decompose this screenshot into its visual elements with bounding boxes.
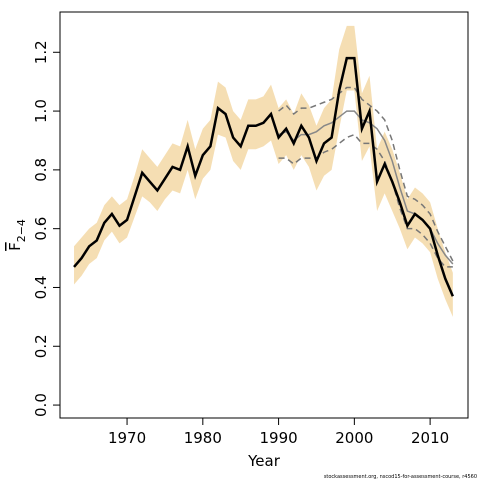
y-tick-label: 0.4 — [32, 276, 50, 300]
footer: stockassessment.org, nscod15-for-assessm… — [324, 474, 477, 480]
x-tick-label: 2000 — [335, 429, 373, 447]
y-axis-label-text: F2−4 — [6, 219, 28, 251]
y-tick-label: 0.2 — [32, 334, 50, 358]
y-tick-label: 1.0 — [32, 99, 50, 123]
y-tick-label: 0.8 — [32, 158, 50, 182]
y-tick-label: 0.6 — [32, 217, 50, 241]
x-tick-label: 1990 — [259, 429, 297, 447]
x-axis-label: Year — [247, 452, 281, 470]
y-label-sub: 2−4 — [15, 219, 28, 242]
line — [73, 56, 454, 297]
confidence-band — [74, 25, 453, 317]
line — [278, 133, 453, 268]
y-tick-label: 1.2 — [32, 40, 50, 64]
line — [278, 86, 454, 262]
y-label-main: F — [6, 242, 24, 251]
y-axis-label: F2−4 — [6, 219, 28, 251]
plot-frame — [59, 11, 469, 419]
x-tick-label: 2010 — [411, 429, 449, 447]
x-tick-label: 1970 — [108, 429, 146, 447]
y-tick-label: 0.0 — [32, 393, 50, 417]
x-tick-label: 1980 — [184, 429, 222, 447]
